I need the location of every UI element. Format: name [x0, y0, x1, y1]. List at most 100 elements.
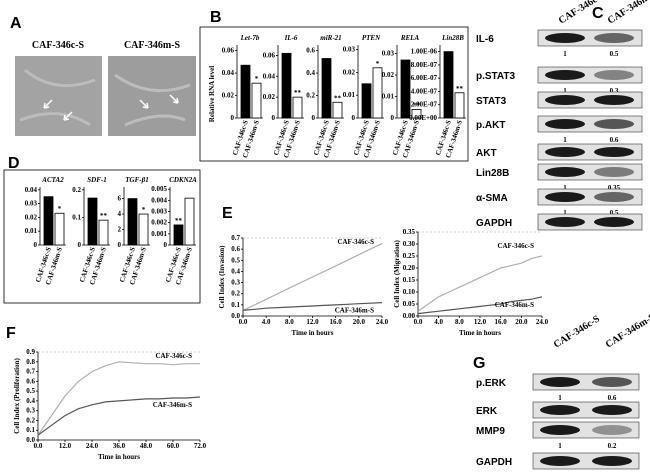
- band: [540, 377, 580, 387]
- row-label: p.ERK: [476, 378, 507, 389]
- row-label: STAT3: [476, 96, 507, 107]
- y-tick-label: 0.03: [25, 200, 38, 208]
- band-ratio: 1: [563, 87, 567, 95]
- arrow: [43, 94, 179, 121]
- series-line: [242, 302, 383, 311]
- band: [545, 217, 585, 227]
- x-tick-label: 0.0: [34, 442, 43, 450]
- y-tick-label: 0.2: [306, 92, 315, 100]
- y-tick-label: 0.1: [72, 213, 81, 221]
- row-label: AKT: [476, 148, 497, 159]
- significance: **: [413, 101, 421, 109]
- band: [545, 70, 585, 80]
- band: [592, 377, 632, 387]
- y-tick-label: 0.9: [26, 348, 35, 356]
- y-tick-label: 0.01: [25, 227, 38, 235]
- bar: [281, 52, 292, 119]
- y-tick-label: 0.7: [26, 368, 35, 376]
- band-ratio: 0.35: [608, 184, 621, 192]
- row-label: p.AKT: [476, 120, 505, 131]
- x-tick-label: 72.0: [194, 442, 207, 450]
- band: [594, 119, 634, 129]
- bar: [454, 92, 465, 119]
- x-tick-label: 0.0: [414, 318, 423, 326]
- panel-label: G: [473, 355, 485, 372]
- band: [545, 167, 585, 177]
- series-line: [417, 255, 543, 312]
- y-tick-label: 0: [78, 241, 82, 249]
- band: [594, 167, 634, 177]
- chart-title: Let-7b: [240, 34, 260, 42]
- y-tick-label: 0.20: [403, 264, 416, 272]
- y-tick-label: 0.0: [231, 312, 240, 320]
- y-tick-label: 0.4: [231, 267, 240, 275]
- y-tick-label: 0.1: [231, 301, 240, 309]
- y-tick-label: 0.3: [26, 407, 35, 415]
- y-tick-label: 0.5: [231, 256, 240, 264]
- x-tick-label: 24.0: [536, 318, 549, 326]
- y-tick-label: 8.00E-07: [411, 61, 438, 69]
- y-tick-label: 0.05: [403, 300, 416, 308]
- bar: [184, 197, 195, 246]
- panel-label: B: [210, 9, 222, 26]
- band: [545, 95, 585, 105]
- bar: [98, 219, 109, 246]
- y-tick-label: 2: [118, 226, 122, 234]
- x-tick-label: 12.0: [59, 442, 72, 450]
- band: [545, 119, 585, 129]
- panel-frame: [199, 26, 469, 162]
- significance: *: [255, 75, 259, 83]
- y-tick-label: 0.2: [231, 290, 240, 298]
- x-tick-label: 24.0: [86, 442, 99, 450]
- band: [594, 217, 634, 227]
- y-tick-label: 0.3: [231, 279, 240, 287]
- bar: [321, 58, 332, 119]
- column-header: CAF-346m-S: [604, 311, 650, 350]
- y-tick-label: 0.04: [263, 72, 276, 80]
- x-tick-label: 4.0: [434, 318, 443, 326]
- chart-title: CDKN2A: [169, 176, 197, 184]
- band: [540, 456, 580, 466]
- chart-title: miR-21: [320, 34, 341, 42]
- row-label: p.STAT3: [476, 71, 516, 82]
- y-tick-label: 0.6: [231, 245, 240, 253]
- band: [592, 456, 632, 466]
- series-label: CAF-346m-S: [335, 307, 374, 315]
- band: [592, 425, 632, 435]
- x-axis-title: Time in hours: [98, 453, 140, 461]
- panel-label: E: [222, 205, 233, 222]
- y-tick-label: 0: [164, 241, 168, 249]
- y-tick-label: 0.8: [26, 358, 35, 366]
- y-tick-label: 0.00E+00: [409, 114, 437, 122]
- y-tick-label: 6: [118, 195, 122, 203]
- series-label: CAF-346c-S: [337, 238, 374, 246]
- y-tick-label: 0.4: [306, 69, 315, 77]
- y-tick-label: 0: [118, 241, 122, 249]
- y-tick-label: 0: [231, 114, 235, 122]
- y-tick-label: 0.35: [403, 228, 416, 236]
- significance: **: [456, 85, 464, 93]
- y-axis-title: Cell Index (Invasion): [218, 245, 226, 309]
- band-ratio: 1: [563, 209, 567, 217]
- y-tick-label: 0: [352, 114, 356, 122]
- y-tick-label: 0.02: [25, 213, 38, 221]
- panel-label: C: [592, 5, 604, 22]
- band-ratio: 0.3: [610, 87, 619, 95]
- bar: [332, 101, 343, 119]
- y-tick-label: 0.02: [343, 68, 356, 76]
- band-ratio: 1: [563, 184, 567, 192]
- y-tick-label: 0.4: [26, 397, 35, 405]
- band-ratio: 1: [558, 442, 562, 450]
- series-label: CAF-346m-S: [153, 401, 192, 409]
- row-label: α-SMA: [476, 193, 508, 204]
- band: [594, 147, 634, 157]
- y-tick-label: 0.04: [25, 186, 38, 194]
- significance: *: [376, 60, 380, 68]
- y-tick-label: 0.02: [263, 93, 276, 101]
- y-tick-label: 0: [391, 114, 395, 122]
- y-tick-label: 0.004: [151, 196, 167, 204]
- band: [545, 33, 585, 43]
- y-tick-label: 0.10: [403, 288, 416, 296]
- bar: [173, 224, 184, 246]
